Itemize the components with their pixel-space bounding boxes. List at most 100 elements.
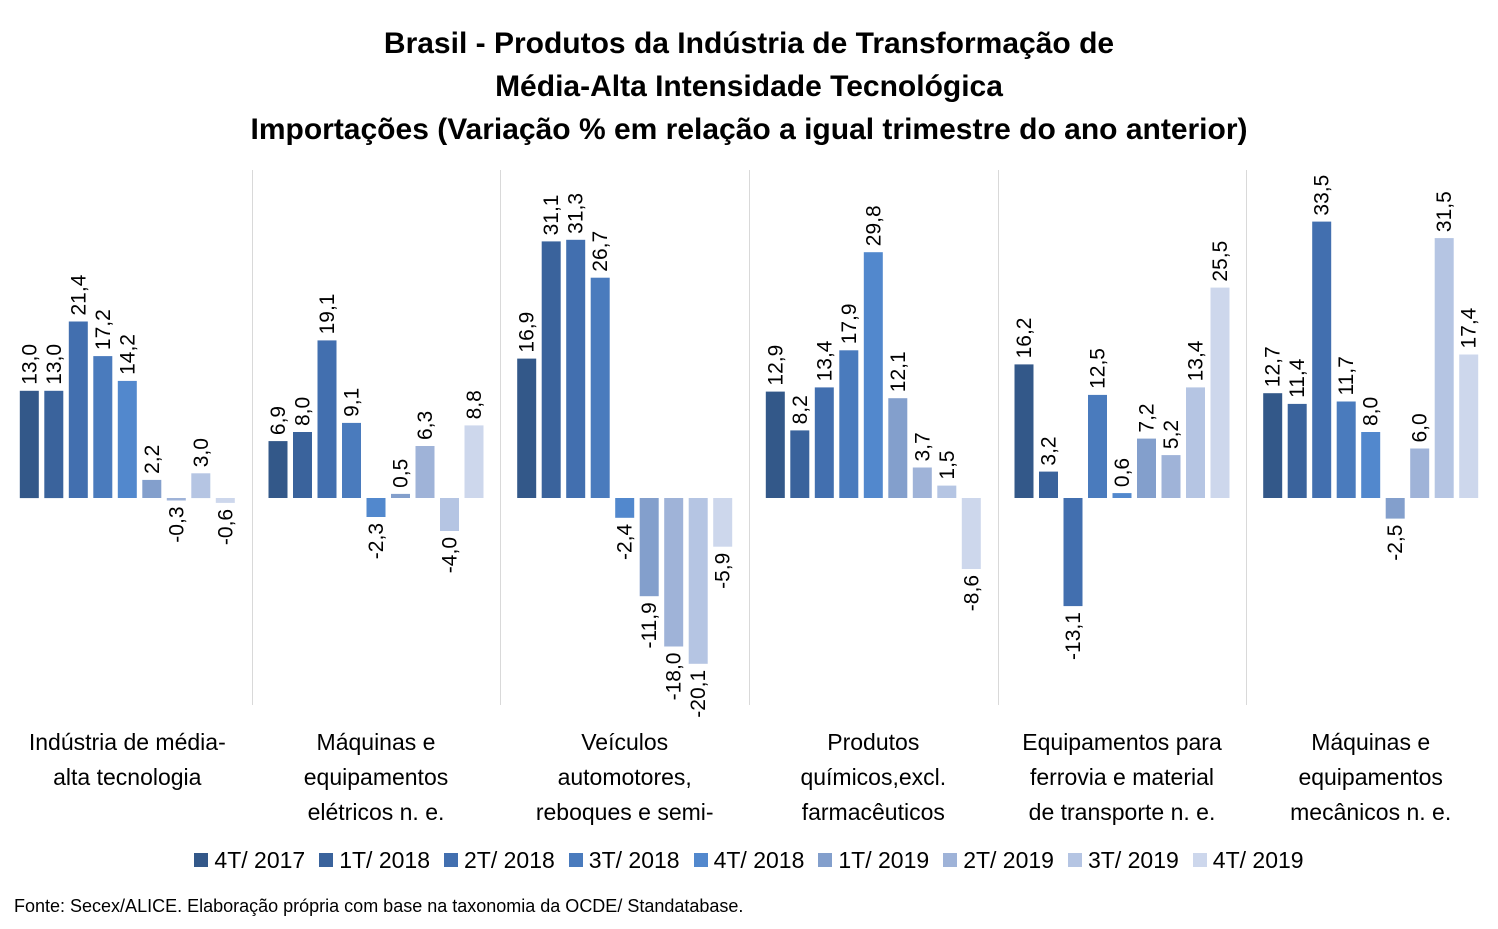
data-label: 2,2: [141, 445, 164, 474]
category-label: ferrovia e material: [1030, 764, 1214, 790]
data-label: 13,4: [1185, 340, 1208, 381]
data-label: 3,7: [911, 432, 934, 461]
bar: [839, 350, 859, 498]
bar: [639, 498, 659, 597]
legend-swatch: [1067, 853, 1082, 867]
bar: [1287, 403, 1307, 498]
bar: [391, 493, 410, 498]
legend-label: 3T/ 2019: [1087, 846, 1179, 873]
data-label: -0,3: [165, 507, 188, 543]
bar: [215, 498, 235, 503]
data-label: 11,7: [1335, 356, 1358, 395]
data-label: 26,7: [589, 231, 612, 272]
bar: [961, 498, 981, 569]
category-label: de transporte n. e.: [1029, 799, 1216, 825]
bar: [464, 425, 484, 498]
category-label: farmacêuticos: [802, 799, 945, 825]
data-label: 5,2: [1160, 420, 1183, 449]
bar: [1263, 393, 1283, 498]
chart-title: Brasil - Produtos da Indústria de Transf…: [0, 22, 1498, 151]
bar: [317, 340, 337, 498]
bar: [1210, 287, 1230, 498]
legend-swatch: [568, 853, 583, 867]
bar: [1410, 448, 1430, 498]
data-label: 13,0: [18, 344, 41, 385]
bar: [342, 422, 361, 498]
data-label: 31,1: [540, 195, 563, 236]
legend-label: 4T/ 2018: [713, 846, 805, 873]
category-label: Máquinas e: [317, 729, 436, 755]
bar: [541, 241, 561, 498]
data-label: 13,0: [43, 344, 66, 385]
chart-legend: 4T/ 2017 1T/ 2018 2T/ 2018 3T/ 2018 4T/ 2018…: [0, 844, 1498, 876]
legend-item: 4T/ 2018: [693, 846, 805, 874]
bar: [937, 485, 957, 498]
legend-swatch: [194, 853, 209, 867]
bar: [912, 467, 932, 498]
data-label: 6,3: [414, 411, 437, 440]
bar: [1361, 432, 1381, 498]
data-label: 3,0: [190, 438, 213, 467]
bar: [1014, 364, 1034, 498]
data-label: 6,0: [1409, 413, 1432, 442]
data-label: 0,5: [390, 459, 413, 488]
data-label: 16,2: [1013, 318, 1036, 359]
bar: [566, 239, 586, 499]
category-label: químicos,excl.: [800, 764, 946, 790]
bar: [1137, 438, 1156, 498]
data-label: 8,2: [789, 395, 812, 424]
data-label: -2,5: [1384, 525, 1407, 561]
bar: [1336, 401, 1356, 498]
legend-label: 2T/ 2018: [464, 846, 555, 873]
data-label: 17,4: [1458, 307, 1481, 348]
legend-label: 4T/ 2017: [214, 846, 306, 873]
bar: [440, 498, 459, 531]
bar: [268, 441, 288, 498]
legend-item: 1T/ 2019: [818, 847, 929, 874]
bar: [1434, 238, 1454, 498]
bar: [1312, 221, 1332, 498]
legend-label: 2T/ 2019: [963, 846, 1054, 873]
data-label: 33,5: [1311, 175, 1334, 216]
data-label: -20,1: [687, 670, 710, 718]
bar: [366, 498, 386, 517]
data-label: 8,0: [1360, 397, 1383, 426]
data-label: -11,9: [638, 602, 661, 648]
bar: [517, 358, 537, 498]
legend-label: 3T/ 2018: [588, 846, 680, 873]
data-label: 13,4: [813, 340, 836, 381]
bar: [664, 498, 684, 647]
source-note: Fonte: Secex/ALICE. Elaboração própria c…: [14, 896, 744, 916]
bar: [1161, 455, 1181, 498]
category-label: Equipamentos para: [1022, 729, 1222, 755]
legend-item: 2T/ 2018: [444, 847, 555, 874]
data-label: 29,8: [862, 205, 885, 246]
category-label: Indústria de média-: [29, 729, 226, 755]
bar: [166, 498, 186, 501]
bar: [19, 390, 39, 499]
data-label: 11,4: [1286, 358, 1309, 398]
legend-label: 1T/ 2019: [838, 846, 930, 873]
bar: [93, 356, 113, 498]
bar: [765, 391, 785, 498]
legend-swatch: [943, 853, 958, 867]
data-label: 8,0: [292, 397, 315, 426]
data-label: 21,4: [67, 274, 90, 315]
legend-label: 4T/ 2019: [1212, 846, 1304, 873]
data-label: 31,5: [1433, 191, 1456, 232]
bar: [293, 432, 312, 498]
chart-title-line-1: Brasil - Produtos da Indústria de Transf…: [383, 27, 1115, 60]
bar: [1385, 498, 1405, 519]
legend-item: 2T/ 2019: [943, 847, 1054, 874]
data-label: 12,1: [887, 351, 910, 392]
legend-item: 3T/ 2018: [568, 846, 680, 874]
bar: [191, 473, 211, 499]
bar: [590, 277, 610, 498]
bar: [1063, 498, 1083, 607]
data-label: 1,5: [936, 450, 959, 479]
bar-chart: 13,0 13,0 21,417,214,2 2,2 -0,3 3,0 -0,6 Indúst…: [18, 170, 1481, 825]
category-label: alta tecnologia: [53, 764, 202, 790]
legend-item: 3T/ 2019: [1067, 846, 1179, 874]
chart-title-line-3: Importações (Variação % em relação a igu…: [250, 113, 1248, 146]
data-label: 3,2: [1038, 436, 1061, 465]
